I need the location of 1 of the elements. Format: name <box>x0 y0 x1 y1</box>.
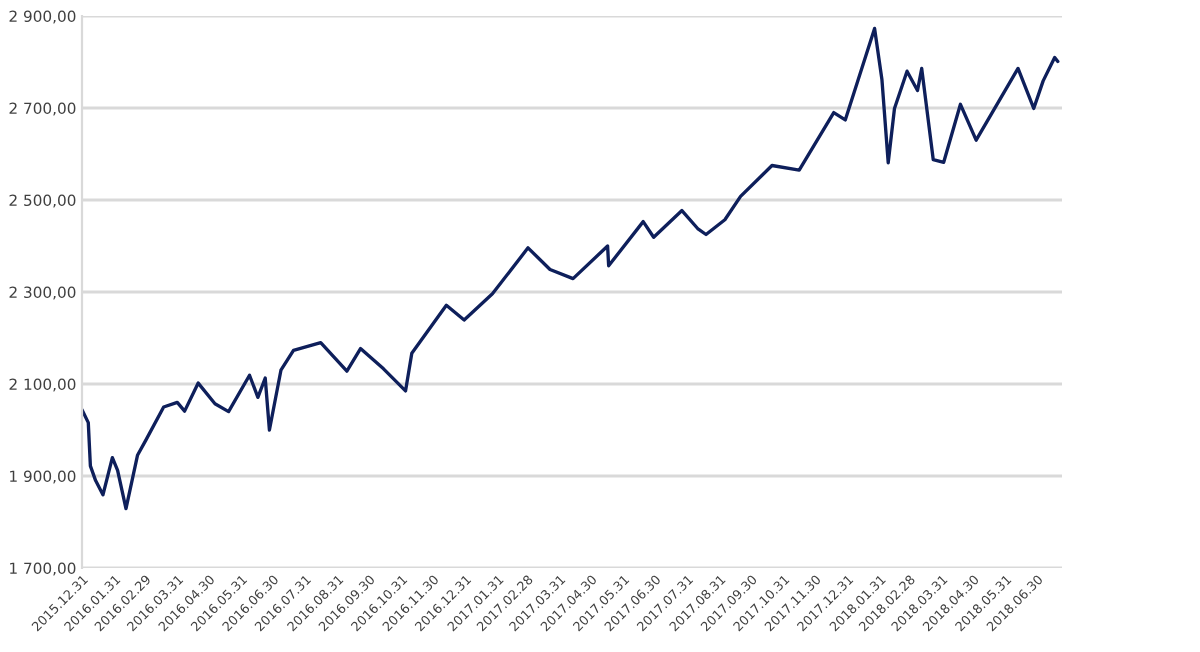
line-series <box>82 26 1060 511</box>
